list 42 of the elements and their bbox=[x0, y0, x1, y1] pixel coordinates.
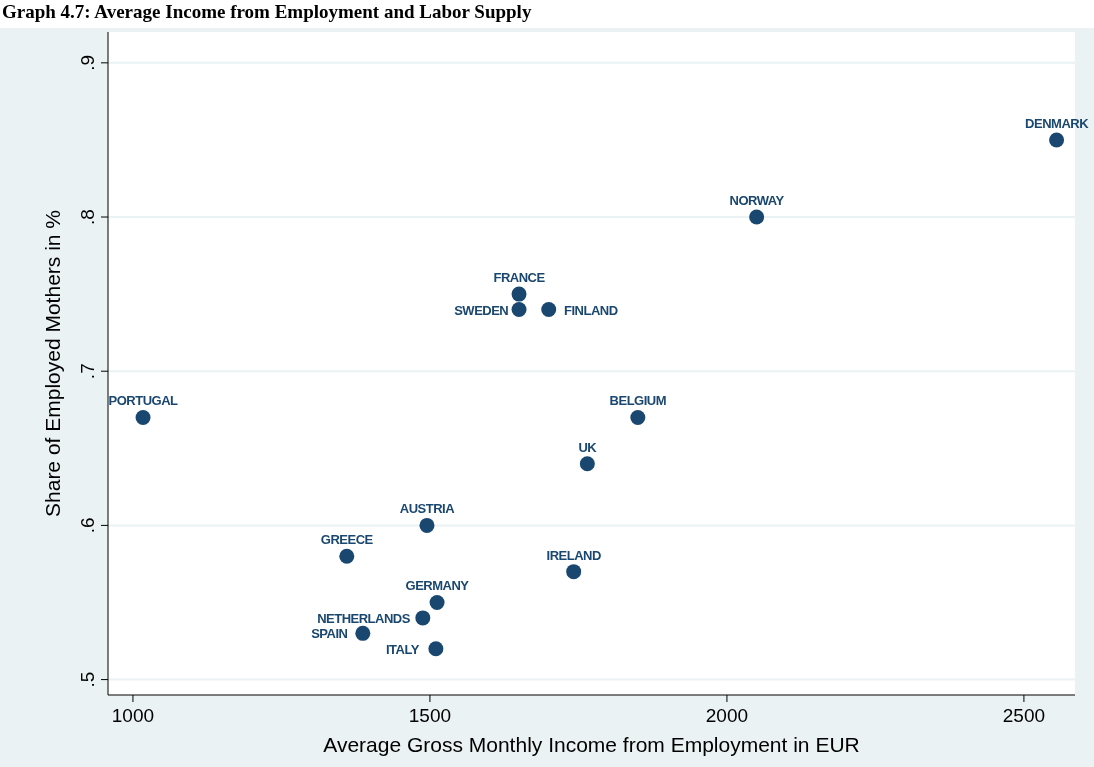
annotation: FRANCE bbox=[493, 270, 546, 286]
point bbox=[566, 564, 582, 580]
point bbox=[419, 517, 435, 533]
y-tick-label: .7 bbox=[77, 363, 98, 380]
point bbox=[428, 641, 444, 657]
annotation: BELGIUM bbox=[609, 393, 667, 409]
x-tick-label: 1000 bbox=[111, 705, 155, 726]
point bbox=[579, 456, 595, 472]
point bbox=[135, 409, 151, 425]
annotation: AUSTRIA bbox=[399, 501, 456, 517]
y-tick-label: .5 bbox=[77, 671, 98, 688]
y-tick-label: .9 bbox=[77, 54, 98, 71]
annotation: NORWAY bbox=[729, 193, 785, 209]
y-axis-title: Share of Employed Mothers in % bbox=[41, 210, 64, 517]
x-axis-title: Average Gross Monthly Income from Employment in EUR bbox=[323, 733, 860, 756]
annotation: FINLAND bbox=[564, 302, 618, 318]
annotation: SPAIN bbox=[311, 626, 348, 642]
annotation: UK bbox=[578, 439, 598, 455]
point bbox=[355, 625, 371, 641]
annotation: GREECE bbox=[320, 532, 374, 548]
x-tick-label: 1500 bbox=[408, 705, 452, 726]
point bbox=[339, 548, 355, 564]
point bbox=[415, 610, 431, 626]
y-tick-label: .6 bbox=[77, 517, 98, 534]
annotation: GERMANY bbox=[405, 578, 470, 594]
y-tick-label: .8 bbox=[77, 209, 98, 225]
annotation: PORTUGAL bbox=[108, 393, 179, 409]
point bbox=[630, 409, 646, 425]
point bbox=[1049, 132, 1065, 148]
point bbox=[511, 286, 527, 302]
point bbox=[749, 209, 765, 225]
point bbox=[541, 302, 557, 318]
annotation: DENMARK bbox=[1025, 115, 1090, 131]
chart-title: Graph 4.7: Average Income from Employment and Labor Supply bbox=[2, 1, 532, 22]
point bbox=[511, 302, 527, 318]
x-tick-label: 2500 bbox=[1002, 705, 1046, 726]
annotation: SWEDEN bbox=[454, 302, 509, 318]
x-tick-label: 2000 bbox=[705, 705, 749, 726]
annotation: NETHERLANDS bbox=[317, 610, 411, 626]
annotation: ITALY bbox=[385, 641, 420, 657]
point bbox=[429, 595, 445, 610]
annotation: IRELAND bbox=[546, 547, 601, 563]
